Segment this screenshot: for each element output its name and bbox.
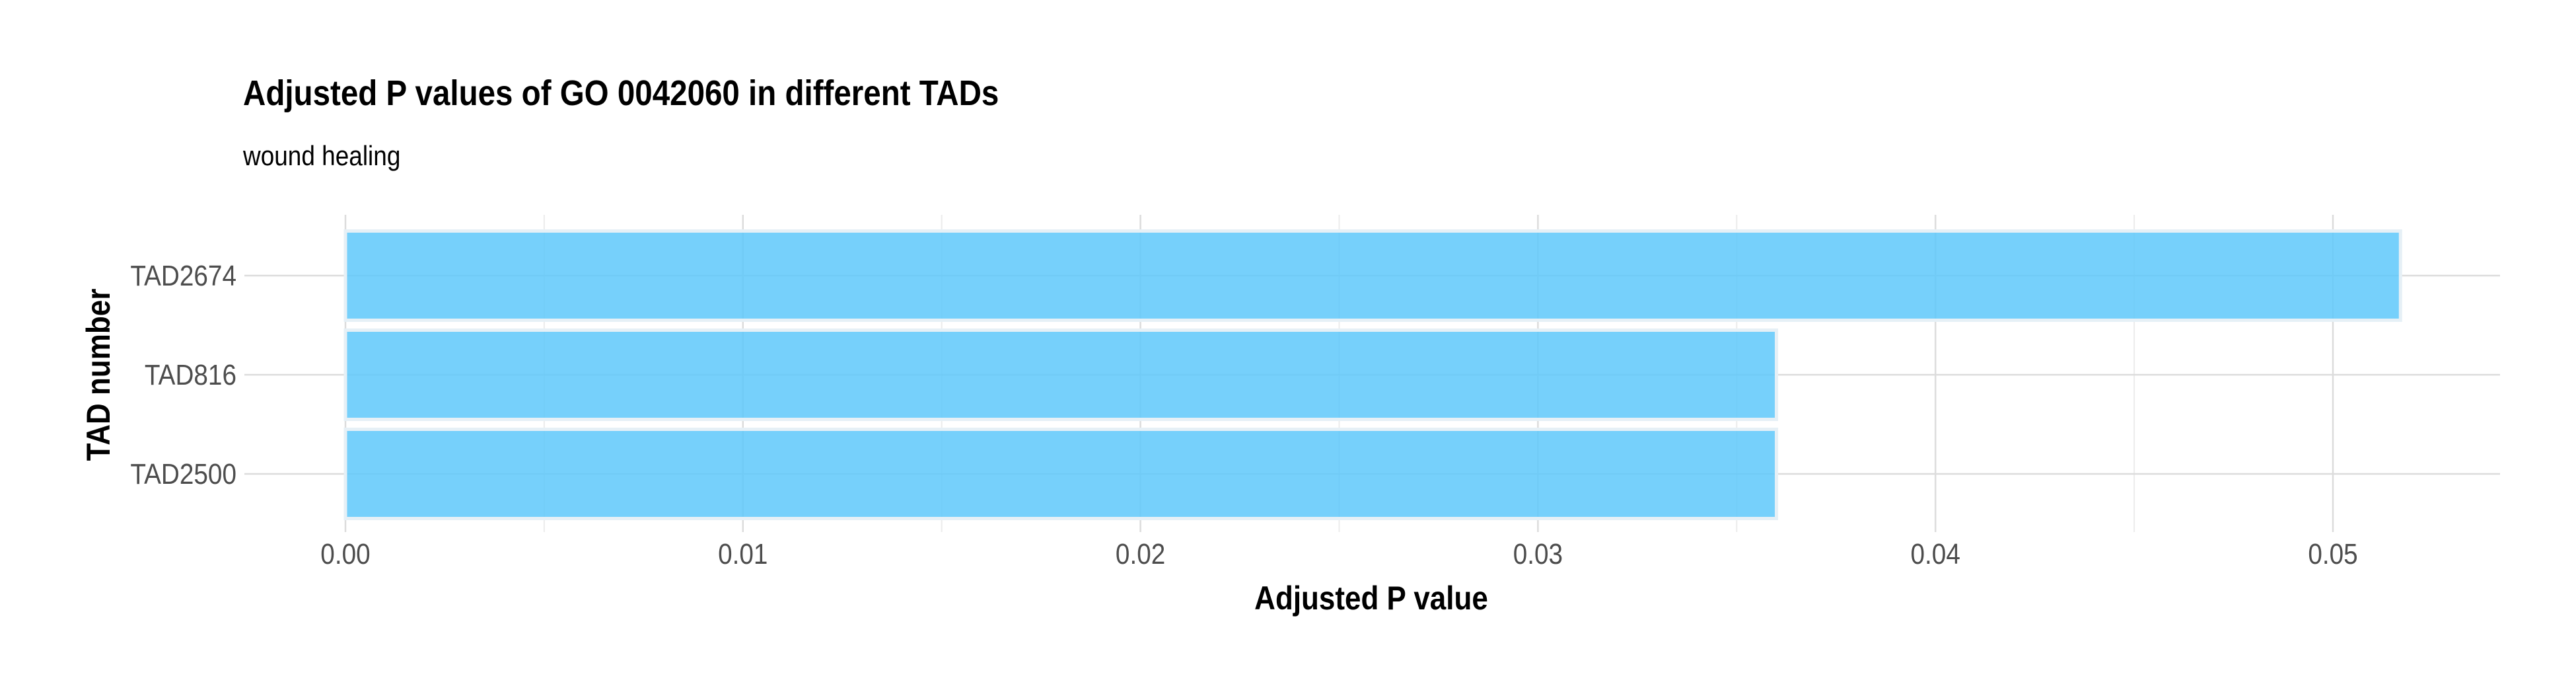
y-axis-title: TAD number xyxy=(79,289,116,461)
y-tick-label: TAD2500 xyxy=(130,457,236,490)
bar-tad2500 xyxy=(343,428,1778,520)
chart-title: Adjusted P values of GO 0042060 in diffe… xyxy=(243,73,999,113)
y-tick-label: TAD2674 xyxy=(130,259,236,292)
x-tick-label: 0.04 xyxy=(1911,537,1960,570)
x-tick-label: 0.01 xyxy=(718,537,768,570)
x-tick-label: 0.03 xyxy=(1513,537,1563,570)
y-tick-label: TAD816 xyxy=(145,358,236,391)
x-tick-label: 0.00 xyxy=(320,537,370,570)
x-tick-label: 0.02 xyxy=(1116,537,1165,570)
x-tick-label: 0.05 xyxy=(2308,537,2357,570)
bar-tad816 xyxy=(343,328,1778,421)
chart-subtitle: wound healing xyxy=(243,140,401,171)
bar-tad2674 xyxy=(343,229,2402,322)
bars xyxy=(343,229,2402,520)
y-tick-labels: TAD2674 TAD816 TAD2500 xyxy=(130,259,236,490)
x-tick-labels: 0.00 0.01 0.02 0.03 0.04 0.05 xyxy=(320,537,2357,570)
x-axis-title: Adjusted P value xyxy=(1254,579,1488,616)
